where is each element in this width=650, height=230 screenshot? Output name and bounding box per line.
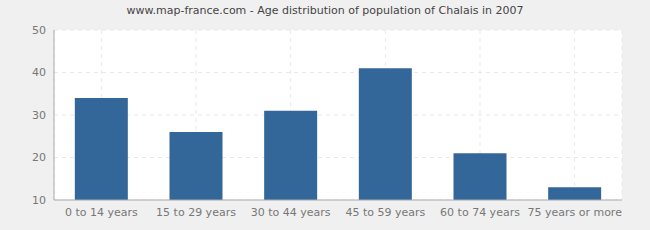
svg-text:30: 30 [32, 109, 46, 122]
svg-text:75 years or more: 75 years or more [527, 206, 622, 219]
svg-text:45 to 59 years: 45 to 59 years [345, 206, 425, 219]
svg-text:10: 10 [32, 194, 46, 207]
svg-text:50: 50 [32, 24, 46, 37]
svg-text:60 to 74 years: 60 to 74 years [440, 206, 520, 219]
svg-text:30 to 44 years: 30 to 44 years [251, 206, 331, 219]
svg-text:20: 20 [32, 151, 46, 164]
svg-text:15 to 29 years: 15 to 29 years [156, 206, 236, 219]
svg-text:40: 40 [32, 66, 46, 79]
svg-text:0 to 14 years: 0 to 14 years [65, 206, 138, 219]
html-text:www.map-france.com - Age distr: www.map-france.com - Age distribution of… [126, 4, 524, 17]
